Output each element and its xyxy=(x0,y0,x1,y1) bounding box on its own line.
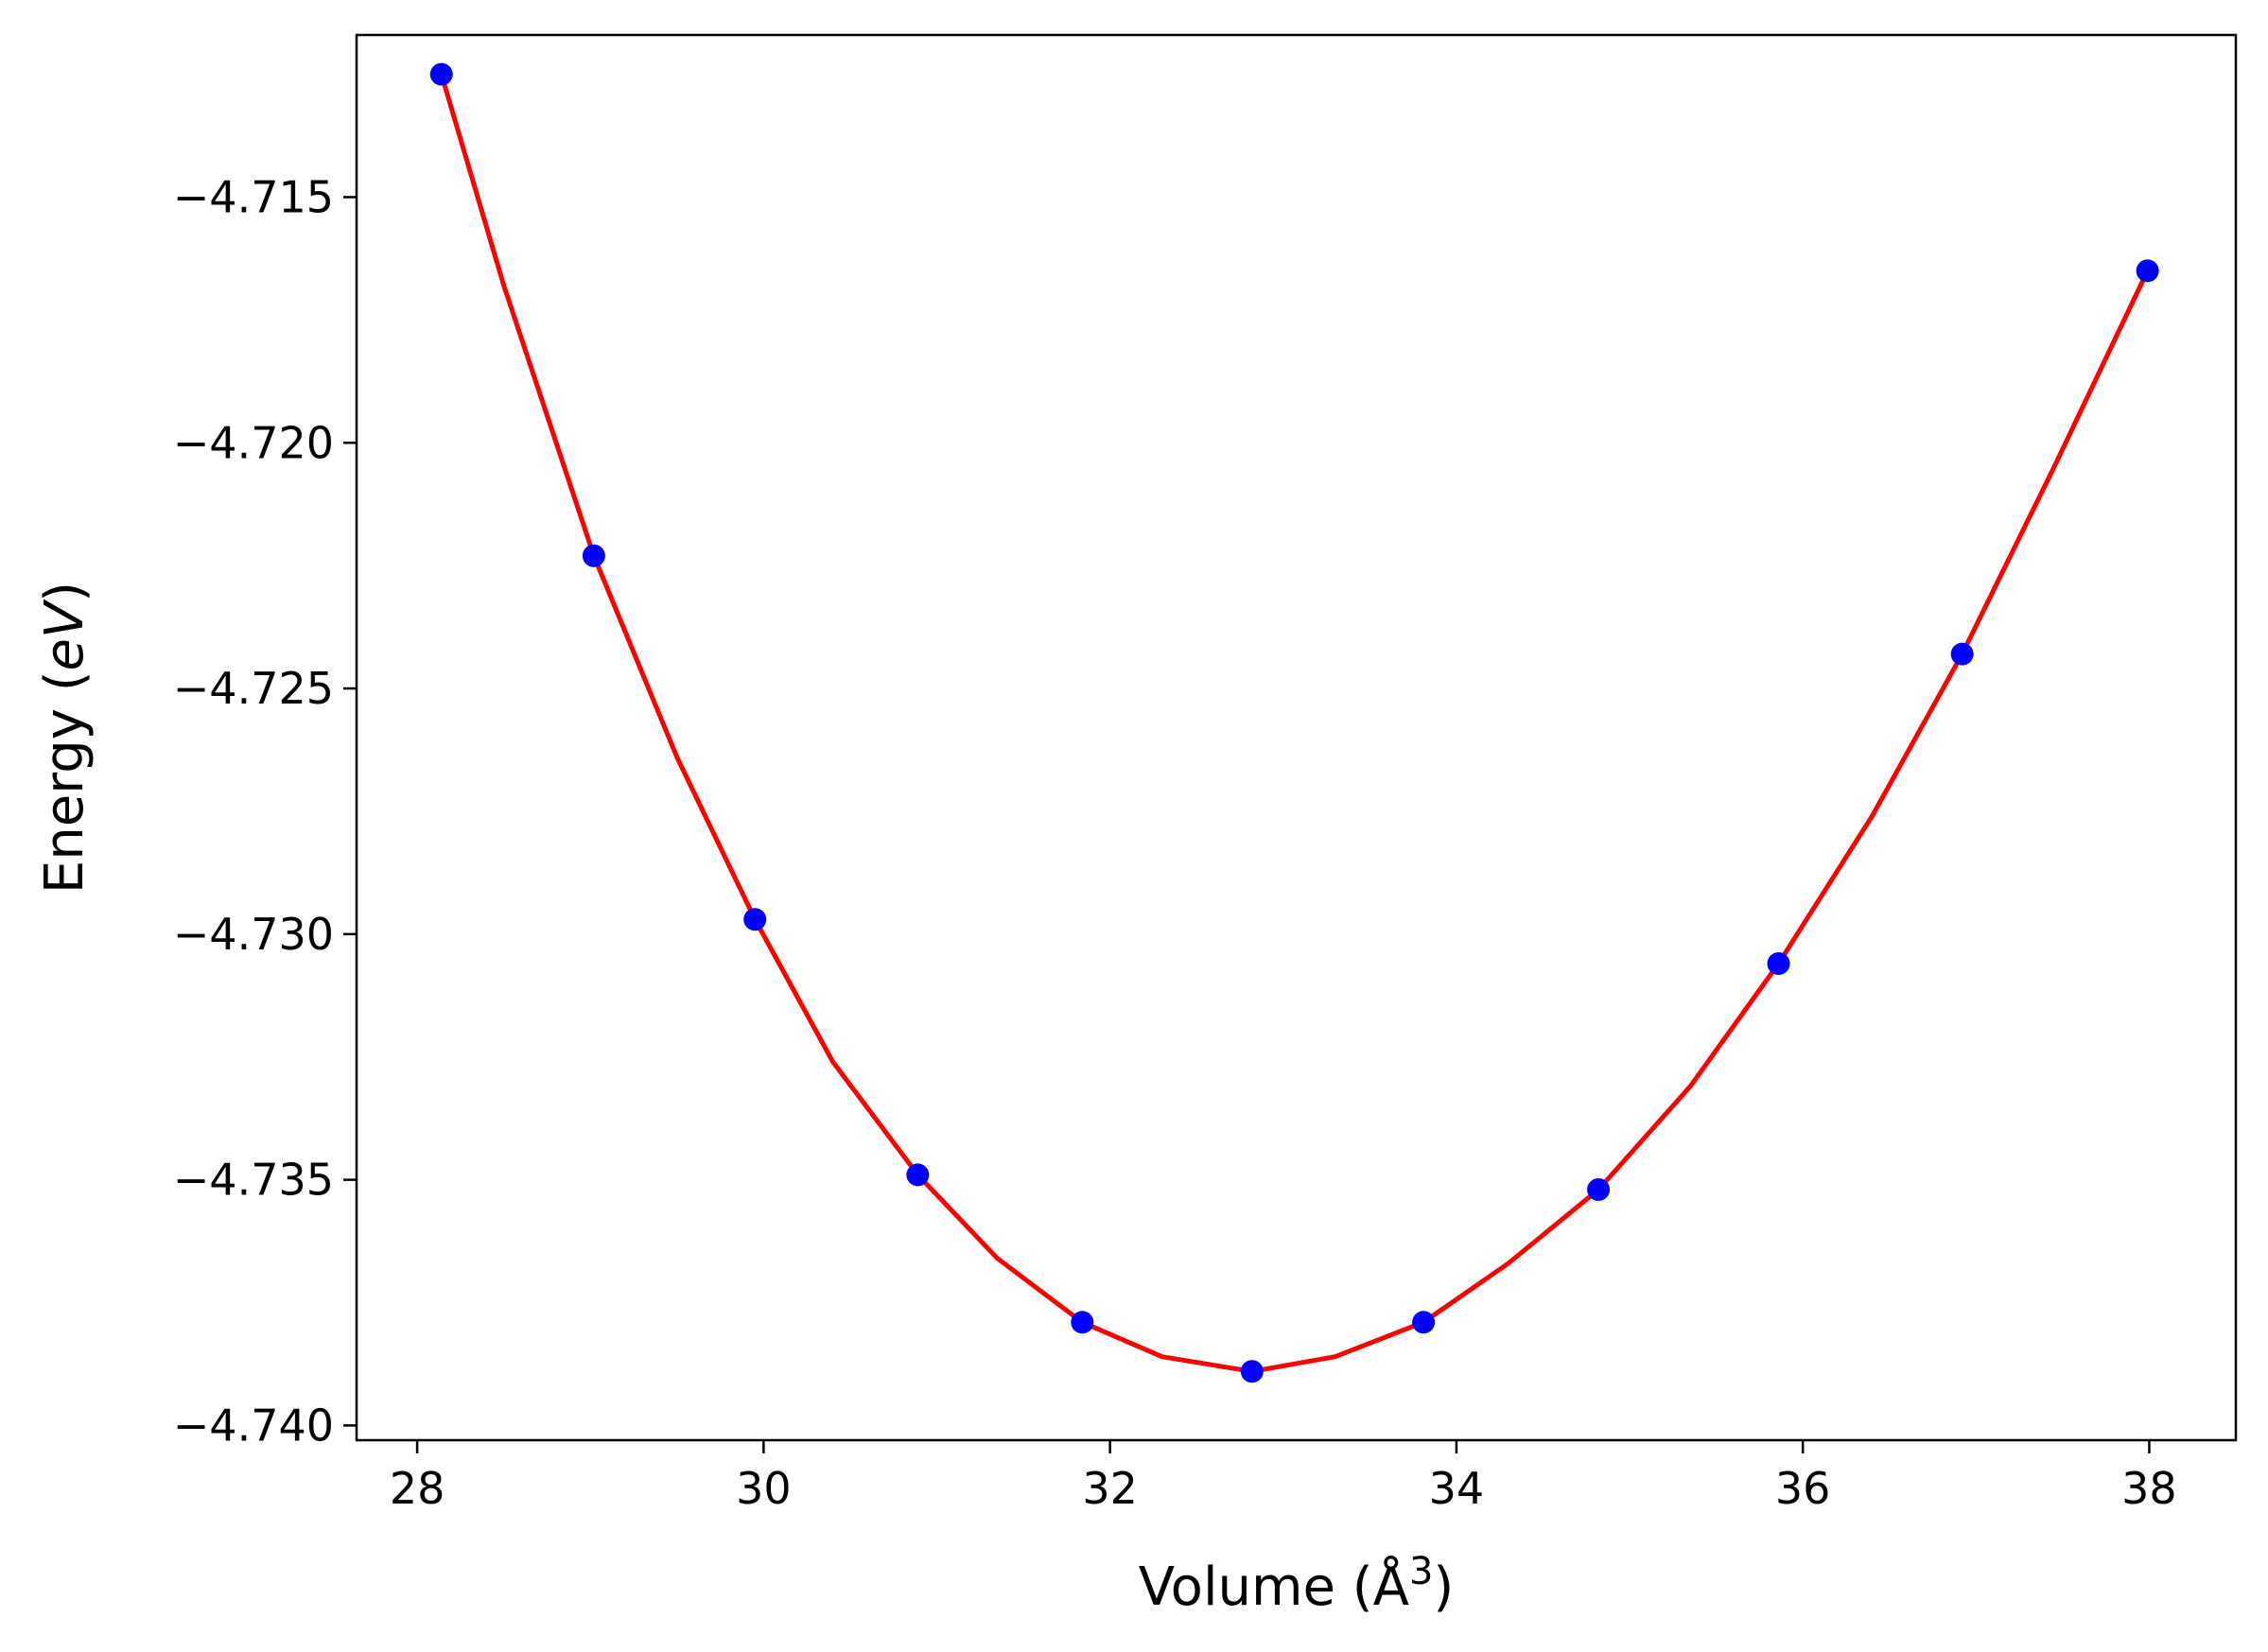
data-point xyxy=(1412,1311,1436,1334)
data-point xyxy=(429,62,453,86)
data-point xyxy=(2136,259,2159,283)
data-point xyxy=(1767,952,1790,976)
y-tick-label: −4.715 xyxy=(173,171,334,222)
x-axis-ticks: 28 30 32 34 36 38 xyxy=(390,1440,2177,1514)
y-tick-label: −4.725 xyxy=(173,663,334,714)
data-point xyxy=(1071,1311,1094,1334)
y-tick-label: −4.735 xyxy=(173,1155,334,1206)
y-tick-label: −4.730 xyxy=(173,909,334,960)
x-tick-label: 32 xyxy=(1082,1463,1138,1514)
x-tick-label: 30 xyxy=(736,1463,792,1514)
data-point xyxy=(582,544,605,567)
x-tick-label: 34 xyxy=(1429,1463,1485,1514)
data-point xyxy=(1240,1360,1264,1383)
y-axis-label: Energy (eV) xyxy=(34,582,96,894)
y-axis-label-tail: ) xyxy=(34,582,96,602)
x-tick-label: 38 xyxy=(2121,1463,2177,1514)
data-point xyxy=(906,1163,930,1187)
plot-area xyxy=(429,62,2159,1383)
data-point xyxy=(1950,642,1974,666)
y-axis-ticks: −4.715 −4.720 −4.725 −4.730 −4.735 −4.740 xyxy=(173,171,357,1451)
y-axis-label-unit: eV xyxy=(34,599,96,670)
axes-frame xyxy=(355,33,2238,1442)
x-axis-label-tail: ) xyxy=(1433,1556,1454,1618)
data-point xyxy=(1587,1178,1611,1202)
x-axis-label: Volume (Å3) xyxy=(1139,1550,1455,1618)
data-point xyxy=(743,908,767,931)
y-tick-label: −4.720 xyxy=(173,417,334,468)
y-tick-label: −4.740 xyxy=(173,1400,334,1451)
x-tick-label: 28 xyxy=(390,1463,445,1514)
x-tick-label: 36 xyxy=(1775,1463,1831,1514)
x-axis-label-superscript: 3 xyxy=(1409,1550,1433,1593)
